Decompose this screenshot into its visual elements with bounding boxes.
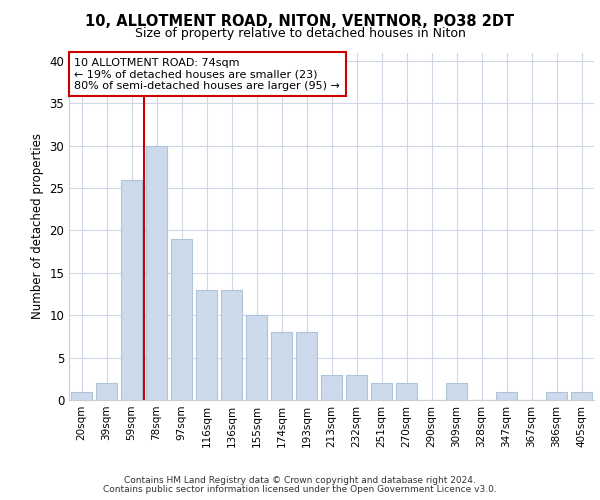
- Bar: [171, 239, 192, 400]
- Text: Size of property relative to detached houses in Niton: Size of property relative to detached ho…: [134, 28, 466, 40]
- Bar: [346, 374, 367, 400]
- Bar: [196, 290, 217, 400]
- Text: 10, ALLOTMENT ROAD, NITON, VENTNOR, PO38 2DT: 10, ALLOTMENT ROAD, NITON, VENTNOR, PO38…: [85, 14, 515, 29]
- Bar: [271, 332, 292, 400]
- Bar: [71, 392, 92, 400]
- Text: 10 ALLOTMENT ROAD: 74sqm
← 19% of detached houses are smaller (23)
80% of semi-d: 10 ALLOTMENT ROAD: 74sqm ← 19% of detach…: [74, 58, 340, 91]
- Text: Contains public sector information licensed under the Open Government Licence v3: Contains public sector information licen…: [103, 485, 497, 494]
- Bar: [371, 383, 392, 400]
- Bar: [246, 315, 267, 400]
- Bar: [321, 374, 342, 400]
- Bar: [296, 332, 317, 400]
- Bar: [546, 392, 567, 400]
- Bar: [396, 383, 417, 400]
- Bar: [146, 146, 167, 400]
- Bar: [496, 392, 517, 400]
- Bar: [446, 383, 467, 400]
- Y-axis label: Number of detached properties: Number of detached properties: [31, 133, 44, 320]
- Text: Contains HM Land Registry data © Crown copyright and database right 2024.: Contains HM Land Registry data © Crown c…: [124, 476, 476, 485]
- Bar: [221, 290, 242, 400]
- Bar: [96, 383, 117, 400]
- Bar: [121, 180, 142, 400]
- Bar: [571, 392, 592, 400]
